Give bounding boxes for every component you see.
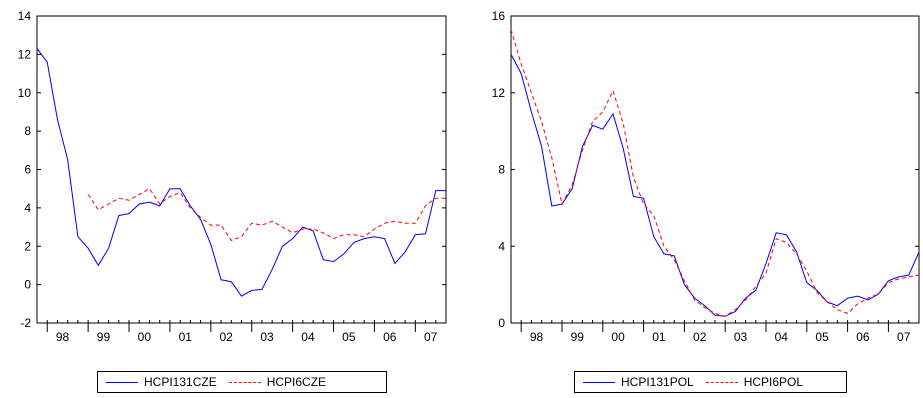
x-tick-label: 00 [138, 330, 152, 344]
y-tick-label: 4 [498, 239, 505, 253]
y-tick-label: 4 [24, 201, 31, 215]
x-tick-label: 02 [219, 330, 233, 344]
y-tick-label: 2 [24, 239, 31, 253]
x-tick-label: 06 [856, 330, 870, 344]
y-tick-label: 6 [24, 163, 31, 177]
series-line-hcpi131cze [36, 48, 446, 297]
x-tick-label: 06 [383, 330, 397, 344]
legend-swatch-solid [106, 381, 138, 383]
legend-item-hcpi131cze: HCPI131CZE [106, 375, 217, 389]
y-tick-label: 12 [492, 86, 506, 100]
y-tick-label: 0 [24, 278, 31, 292]
y-tick-label: 8 [24, 124, 31, 138]
x-tick-label: 05 [815, 330, 829, 344]
y-tick-label: 16 [492, 9, 506, 23]
legend-swatch-dashed [228, 381, 261, 383]
x-tick-label: 01 [652, 330, 666, 344]
x-tick-label: 07 [897, 330, 911, 344]
series-line-hcpi131pol [510, 54, 920, 317]
x-tick-label: 01 [179, 330, 193, 344]
x-tick-label: 04 [301, 330, 315, 344]
y-tick-label: -2 [20, 316, 31, 330]
legend-cze: HCPI131CZE HCPI6CZE [97, 371, 387, 393]
x-tick-label: 04 [775, 330, 789, 344]
y-tick-label: 10 [18, 86, 32, 100]
series-line-hcpi6pol [510, 29, 920, 317]
x-tick-label: 07 [424, 330, 438, 344]
x-tick-label: 02 [693, 330, 707, 344]
plot-frame [510, 15, 920, 324]
x-tick-label: 99 [571, 330, 585, 344]
legend-swatch-solid [583, 381, 615, 383]
x-tick-label: 03 [734, 330, 748, 344]
legend-item-hcpi6pol: HCPI6POL [705, 375, 804, 389]
legend-label: HCPI6CZE [266, 375, 327, 389]
legend-swatch-dashed [705, 381, 738, 383]
legend-label: HCPI131POL [621, 375, 694, 389]
x-tick-label: 99 [97, 330, 111, 344]
plot-frame [36, 15, 447, 324]
series-line-hcpi6cze [87, 188, 446, 242]
y-tick-label: 0 [498, 316, 505, 330]
legend-label: HCPI131CZE [144, 375, 217, 389]
legend-pol: HCPI131POL HCPI6POL [574, 371, 847, 393]
legend-item-hcpi131pol: HCPI131POL [583, 375, 694, 389]
x-tick-label: 03 [260, 330, 274, 344]
y-tick-label: 8 [498, 163, 505, 177]
x-tick-label: 05 [342, 330, 356, 344]
x-tick-label: 98 [530, 330, 544, 344]
legend-item-hcpi6cze: HCPI6CZE [228, 375, 327, 389]
legend-label: HCPI6POL [743, 375, 804, 389]
x-tick-label: 98 [56, 330, 70, 344]
x-tick-label: 00 [611, 330, 625, 344]
y-tick-label: 14 [18, 9, 32, 23]
y-tick-label: 12 [18, 47, 32, 61]
